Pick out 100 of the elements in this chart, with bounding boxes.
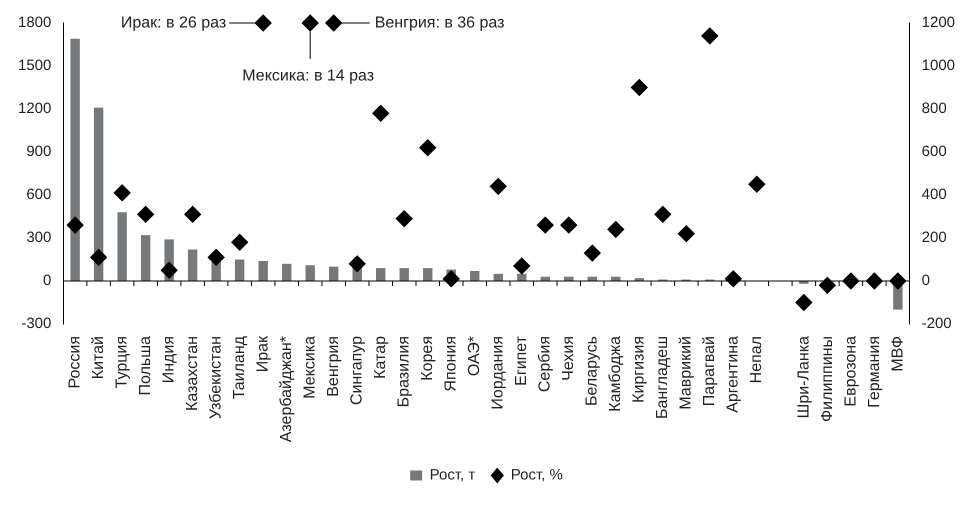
bar: [494, 274, 503, 281]
bar: [282, 264, 292, 281]
x-tick-label: Катар: [372, 336, 390, 379]
bar: [188, 249, 198, 281]
x-tick-label: Камбоджа: [607, 336, 624, 412]
x-tick-label: Узбекистан: [208, 336, 225, 420]
bar: [329, 266, 338, 281]
x-tick-label: Россия: [66, 336, 84, 388]
x-tick-label: Еврозона: [842, 336, 860, 407]
point: [490, 178, 507, 195]
point: [536, 216, 554, 234]
x-tick-label: Венгрия: [325, 336, 342, 397]
y2-tick-label: 1000: [922, 57, 956, 74]
point: [607, 220, 624, 238]
bar: [376, 268, 386, 281]
y-tick-label: 1800: [18, 14, 52, 32]
point: [419, 139, 436, 156]
point: [584, 244, 601, 262]
bar: [423, 268, 432, 281]
x-tick-label: Китай: [90, 336, 108, 380]
legend-label: Рост, %: [510, 466, 563, 484]
point: [630, 79, 648, 96]
x-tick-label: Шри-Ланка: [795, 336, 812, 418]
x-tick-label: Чехия: [560, 336, 578, 381]
point: [701, 27, 718, 44]
x-tick-label: Сербия: [536, 336, 554, 392]
y2-tick-label: 0: [922, 272, 930, 290]
x-tick-label: Япония: [442, 336, 460, 392]
x-tick-label: Иордания: [490, 336, 507, 410]
point: [160, 262, 178, 279]
x-tick-label: Турция: [114, 336, 131, 388]
x-tick-label: Корея: [419, 336, 436, 381]
x-tick-label: Маврикий: [678, 336, 695, 410]
point: [513, 257, 530, 274]
x-tick-label: МВФ: [889, 336, 906, 372]
point: [748, 176, 766, 193]
annotation: Мексика: в 14 раз: [242, 67, 374, 84]
x-tick-label: Парагвай: [701, 336, 718, 406]
point: [348, 255, 366, 272]
point: [842, 272, 860, 290]
x-tick-label: Египет: [513, 335, 530, 386]
annotation: Венгрия: в 36 раз: [374, 14, 504, 32]
point: [678, 225, 695, 242]
point: [724, 270, 742, 288]
x-tick-label: Индия: [160, 336, 178, 384]
x-tick-label: Азербайджан*: [278, 336, 296, 442]
x-tick-label: Ирак: [254, 335, 272, 372]
y-tick-label: 1200: [18, 100, 52, 118]
bar: [588, 276, 597, 281]
point: [325, 14, 342, 32]
point: [818, 276, 836, 294]
point: [654, 206, 672, 223]
point: [66, 216, 84, 234]
bar: [234, 260, 244, 281]
point: [866, 272, 883, 290]
annotation: Ирак: в 26 раз: [120, 14, 226, 32]
y-tick-label: 600: [26, 186, 52, 204]
y2-tick-label: 800: [922, 100, 947, 118]
point: [889, 272, 906, 290]
x-tick-label: Киргизия: [630, 336, 648, 403]
point: [372, 104, 390, 122]
point: [184, 206, 202, 223]
x-tick-label: ОАЭ*: [466, 336, 484, 376]
point: [114, 184, 131, 202]
point: [208, 248, 225, 266]
y2-tick-label: 200: [922, 229, 947, 246]
legend-label: Рост, т: [430, 466, 476, 484]
point: [442, 270, 460, 288]
x-tick-label: Казахстан: [184, 336, 202, 411]
x-tick-label: Польша: [137, 336, 154, 396]
bar: [117, 212, 127, 281]
point: [560, 216, 578, 234]
bar: [540, 276, 550, 281]
x-tick-label: Мексика: [302, 336, 319, 399]
bar: [400, 268, 409, 281]
y2-tick-label: -200: [922, 315, 952, 332]
x-tick-label: Филиппины: [818, 336, 836, 422]
x-tick-label: Бразилия: [396, 336, 413, 408]
y-tick-label: 0: [43, 272, 52, 290]
y-tick-label: -300: [21, 315, 52, 332]
x-tick-label: Непал: [748, 336, 766, 384]
bar: [140, 235, 150, 281]
bar: [258, 260, 268, 281]
bar: [470, 270, 480, 281]
point: [231, 234, 248, 251]
y2-tick-label: 400: [922, 186, 947, 204]
x-tick-label: Сингапур: [348, 336, 366, 406]
x-tick-label: Аргентина: [724, 336, 742, 413]
x-tick-label: Беларусь: [584, 336, 601, 406]
bar: [94, 108, 104, 281]
y-tick-label: 900: [26, 143, 52, 160]
x-tick-label: Германия: [866, 336, 883, 408]
bar: [517, 274, 526, 281]
point: [90, 248, 108, 266]
x-tick-label: Таиланд: [231, 335, 248, 400]
bar: [70, 38, 80, 281]
point: [254, 14, 272, 32]
bar: [564, 276, 574, 281]
x-tick-label: Бангладеш: [654, 336, 672, 420]
y-tick-label: 1500: [18, 57, 52, 74]
